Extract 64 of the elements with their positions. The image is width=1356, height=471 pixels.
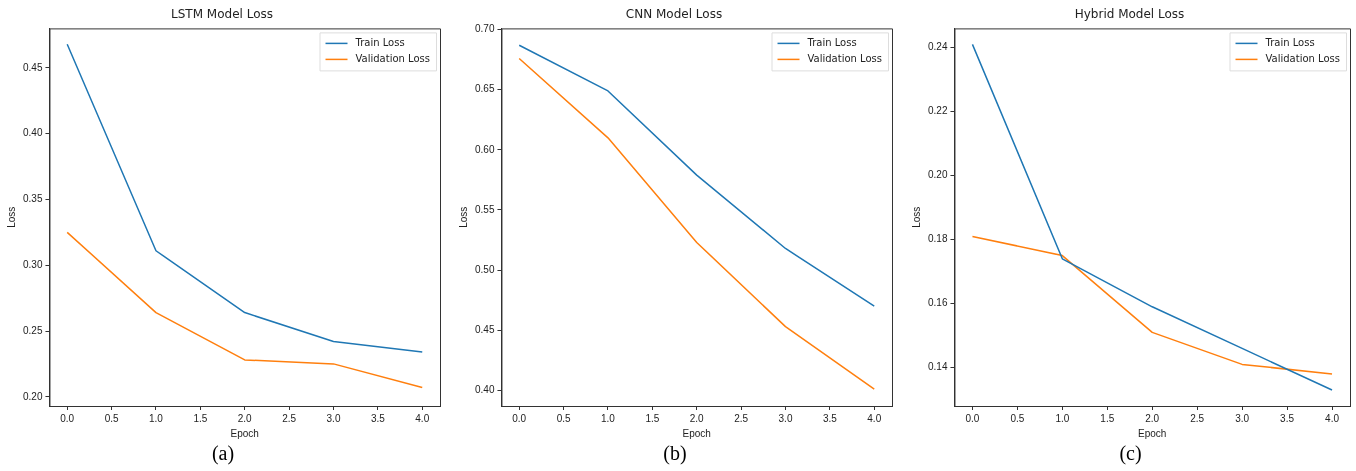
legend-label: Train Loss — [1264, 36, 1315, 48]
x-tick-label: 2.5 — [734, 412, 749, 424]
x-tick-label: 2.0 — [689, 412, 705, 424]
text: (c) — [1118, 442, 1143, 465]
chart-title: Hybrid Model Loss — [1074, 7, 1185, 22]
x-axis-title: Epoch — [682, 427, 711, 439]
x-tick-label: 0.5 — [1010, 412, 1025, 424]
y-tick-label: 0.40 — [474, 384, 495, 396]
y-axis-title: Loss — [5, 206, 17, 228]
x-tick-label: 0.0 — [512, 412, 527, 424]
y-tick-label: 0.20 — [22, 390, 43, 402]
legend-label: Validation Loss — [1265, 52, 1341, 64]
x-tick-label: 1.5 — [1100, 412, 1115, 424]
y-tick-label: 0.60 — [474, 143, 495, 155]
x-tick-label: 1.5 — [645, 412, 660, 424]
x-tick-label: 4.0 — [1325, 412, 1340, 424]
y-tick-label: 0.25 — [22, 324, 43, 336]
y-tick-label: 0.30 — [22, 258, 43, 270]
y-tick-label: 0.45 — [474, 323, 495, 335]
x-tick-label: 3.0 — [778, 412, 793, 424]
y-tick-label: 0.45 — [22, 61, 43, 73]
y-tick-label: 0.24 — [927, 41, 948, 53]
y-tick-label: 0.70 — [474, 23, 495, 35]
y-tick-label: 0.40 — [22, 127, 43, 139]
y-axis-title: Loss — [457, 206, 469, 228]
x-tick-label: 1.0 — [1055, 412, 1070, 424]
x-tick-label: 2.0 — [1145, 412, 1160, 424]
legend-label: Train Loss — [806, 36, 857, 48]
y-tick-label: 0.35 — [22, 193, 43, 205]
chart-title: LSTM Model Loss — [171, 7, 273, 22]
text: (b) — [662, 442, 688, 465]
x-tick-label: 3.5 — [822, 412, 838, 424]
legend-label: Validation Loss — [807, 52, 883, 64]
y-tick-label: 0.16 — [927, 297, 948, 309]
text: (a) — [210, 442, 236, 465]
x-tick-label: 4.0 — [415, 412, 430, 424]
y-tick-label: 0.18 — [927, 233, 948, 245]
x-tick-label: 1.5 — [193, 412, 208, 424]
x-tick-label: 3.5 — [370, 412, 386, 424]
x-tick-label: 0.5 — [104, 412, 119, 424]
x-tick-label: 2.5 — [1190, 412, 1205, 424]
legend-label: Validation Loss — [355, 52, 431, 64]
y-tick-label: 0.14 — [927, 361, 948, 373]
x-tick-label: 3.0 — [1235, 412, 1250, 424]
x-tick-label: 0.0 — [965, 412, 980, 424]
x-axis-title: Epoch — [230, 427, 259, 439]
x-tick-label: 1.0 — [601, 412, 616, 424]
legend-label: Train Loss — [354, 36, 405, 48]
x-tick-label: 0.0 — [60, 412, 75, 424]
y-tick-label: 0.55 — [474, 203, 495, 215]
x-axis-title: Epoch — [1138, 427, 1167, 439]
y-tick-label: 0.50 — [474, 263, 495, 275]
y-axis-title: Loss — [910, 206, 922, 228]
chart-title: CNN Model Loss — [625, 7, 723, 22]
x-tick-label: 2.5 — [282, 412, 297, 424]
y-tick-label: 0.20 — [927, 169, 948, 181]
y-tick-label: 0.22 — [927, 105, 948, 117]
x-tick-label: 3.5 — [1280, 412, 1295, 424]
x-tick-label: 3.0 — [326, 412, 341, 424]
x-tick-label: 1.0 — [149, 412, 164, 424]
x-tick-label: 2.0 — [237, 412, 253, 424]
x-tick-label: 0.5 — [556, 412, 571, 424]
x-tick-label: 4.0 — [867, 412, 882, 424]
y-tick-label: 0.65 — [474, 83, 495, 95]
